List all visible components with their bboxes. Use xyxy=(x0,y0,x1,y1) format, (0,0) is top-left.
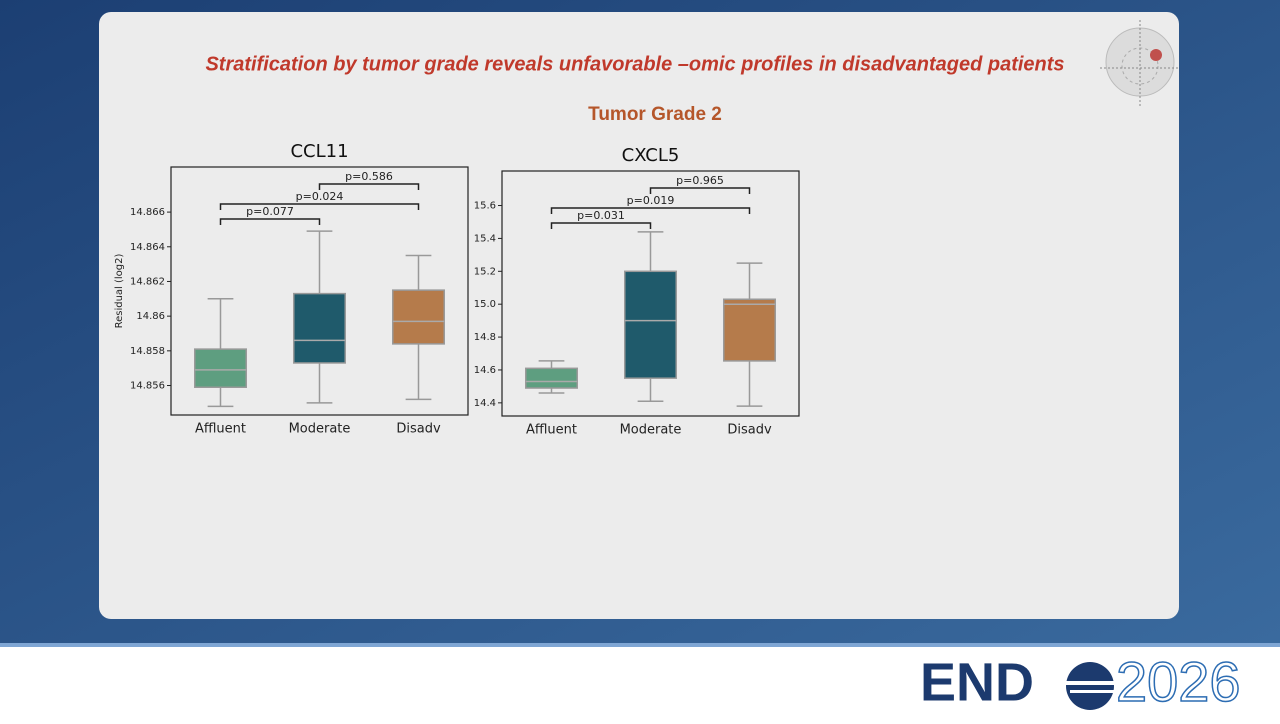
y-tick-label: 15.2 xyxy=(474,266,496,277)
logo-text: END xyxy=(920,652,1034,712)
y-tick-label: 14.858 xyxy=(130,346,165,357)
x-tick-label: Disadv xyxy=(396,422,441,437)
box xyxy=(194,348,247,389)
y-tick-label: 14.856 xyxy=(130,381,165,392)
logo-stripe xyxy=(1066,681,1114,685)
p-value: p=0.586 xyxy=(345,170,393,183)
significance-bracket xyxy=(550,222,652,229)
y-tick-label: 14.4 xyxy=(474,398,496,409)
p-value: p=0.965 xyxy=(676,174,724,187)
plot-frame xyxy=(170,166,469,416)
chart-title: CCL11 xyxy=(290,141,348,162)
y-tick-label: 15.0 xyxy=(474,299,496,310)
box xyxy=(624,270,677,379)
box xyxy=(293,292,346,364)
significance-bracket xyxy=(318,183,420,190)
slide-subtitle: Tumor Grade 2 xyxy=(588,104,722,125)
significance-bracket xyxy=(649,187,751,194)
breast-icon xyxy=(1100,20,1178,108)
significance-bracket xyxy=(219,218,321,225)
footer-rule xyxy=(0,643,1280,647)
significance-bracket xyxy=(550,207,751,214)
slide-title: Stratification by tumor grade reveals un… xyxy=(205,53,1064,75)
box xyxy=(525,367,578,389)
chart-title: CXCL5 xyxy=(622,145,680,166)
significance-bracket xyxy=(219,203,420,210)
y-tick-label: 14.6 xyxy=(474,365,496,376)
y-axis-label: Residual (log2) xyxy=(114,253,125,328)
logo: END 2026 xyxy=(920,649,1241,714)
y-tick-label: 15.4 xyxy=(474,233,496,244)
logo-globe xyxy=(1066,662,1114,710)
plot-frame xyxy=(501,170,800,417)
y-tick-label: 14.86 xyxy=(136,311,165,322)
y-tick-label: 14.8 xyxy=(474,332,496,343)
p-value: p=0.077 xyxy=(246,205,294,218)
p-value: p=0.031 xyxy=(577,209,625,222)
x-tick-label: Affluent xyxy=(526,423,577,438)
x-tick-label: Disadv xyxy=(727,423,772,438)
y-tick-label: 14.864 xyxy=(130,242,165,253)
logo-stripe xyxy=(1070,690,1114,693)
y-tick-label: 14.862 xyxy=(130,276,165,287)
x-tick-label: Affluent xyxy=(195,422,246,437)
box xyxy=(723,298,776,362)
x-tick-label: Moderate xyxy=(620,423,682,438)
logo-year: 2026 xyxy=(1116,650,1241,713)
p-value: p=0.019 xyxy=(627,194,675,207)
y-tick-label: 15.6 xyxy=(474,201,496,212)
p-value: p=0.024 xyxy=(296,190,344,203)
x-tick-label: Moderate xyxy=(289,422,351,437)
box xyxy=(392,289,445,345)
y-tick-label: 14.866 xyxy=(130,207,165,218)
